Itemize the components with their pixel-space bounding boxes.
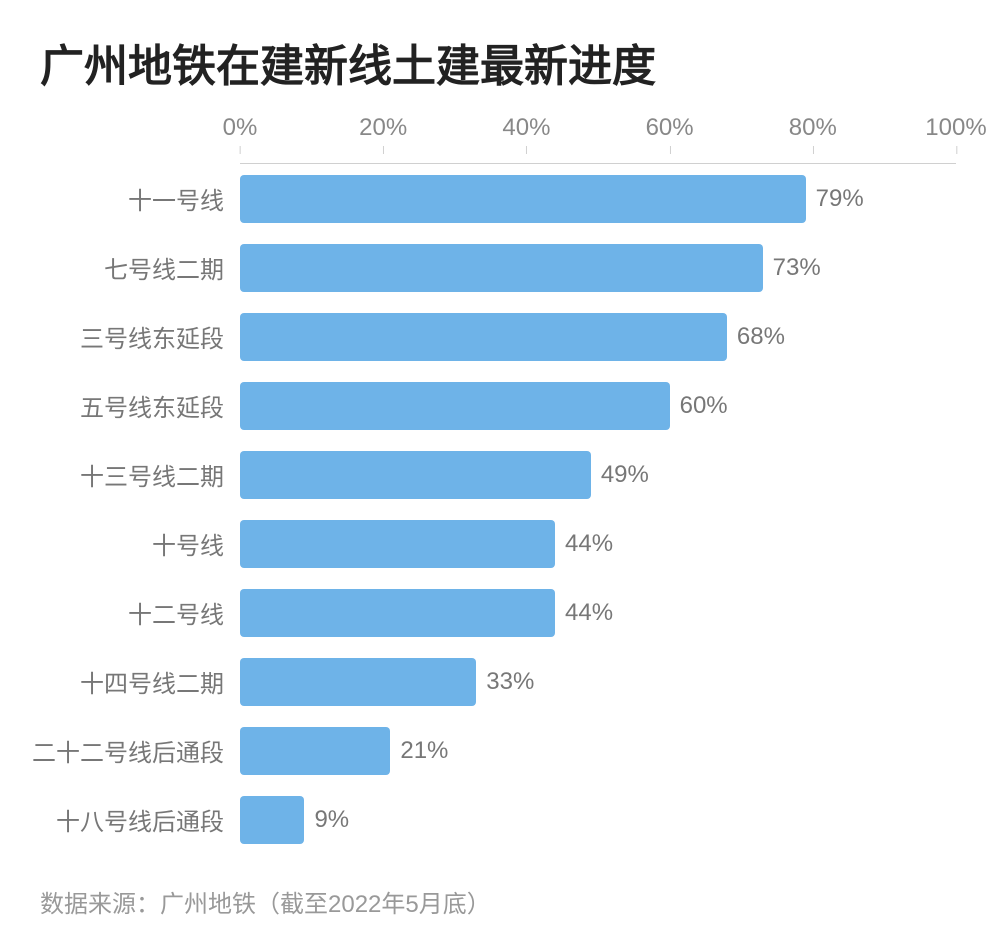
data-source: 数据来源：广州地铁（截至2022年5月底） — [30, 884, 956, 919]
bar — [240, 244, 763, 292]
bar-row: 33% — [240, 647, 956, 716]
x-tick-label: 60% — [646, 114, 694, 146]
bar-value-label: 44% — [565, 530, 613, 558]
bar-value-label: 33% — [486, 668, 534, 696]
y-axis-labels: 十一号线七号线二期三号线东延段五号线东延段十三号线二期十号线十二号线十四号线二期… — [30, 114, 240, 854]
bar-row: 44% — [240, 578, 956, 647]
bar-row: 68% — [240, 302, 956, 371]
bar-row: 49% — [240, 440, 956, 509]
category-label: 七号线二期 — [30, 233, 240, 302]
bar-value-label: 49% — [601, 461, 649, 489]
plot-area: 0%20%40%60%80%100% 79%73%68%60%49%44%44%… — [240, 114, 956, 854]
x-tick: 100% — [925, 114, 986, 146]
x-tick-label: 20% — [359, 114, 407, 146]
x-axis: 0%20%40%60%80%100% — [240, 114, 956, 164]
x-tick-mark — [956, 146, 957, 154]
category-label: 十二号线 — [30, 578, 240, 647]
bar — [240, 589, 555, 637]
category-label: 十号线 — [30, 509, 240, 578]
bar — [240, 658, 476, 706]
bar — [240, 175, 806, 223]
x-tick-label: 0% — [223, 114, 258, 146]
bar-value-label: 60% — [680, 392, 728, 420]
x-tick-label: 80% — [789, 114, 837, 146]
category-label: 十四号线二期 — [30, 647, 240, 716]
x-tick-mark — [240, 146, 241, 154]
bar-value-label: 79% — [816, 185, 864, 213]
chart-title: 广州地铁在建新线土建最新进度 — [30, 30, 956, 94]
bar-value-label: 21% — [400, 737, 448, 765]
x-tick-mark — [383, 146, 384, 154]
x-tick: 20% — [359, 114, 407, 146]
bar-row: 73% — [240, 233, 956, 302]
bar-value-label: 44% — [565, 599, 613, 627]
category-label: 十三号线二期 — [30, 440, 240, 509]
x-tick-label: 40% — [502, 114, 550, 146]
bar-row: 21% — [240, 716, 956, 785]
chart-area: 十一号线七号线二期三号线东延段五号线东延段十三号线二期十号线十二号线十四号线二期… — [30, 114, 956, 854]
category-label: 五号线东延段 — [30, 371, 240, 440]
category-label: 十一号线 — [30, 164, 240, 233]
bar-value-label: 73% — [773, 254, 821, 282]
bar-row: 9% — [240, 785, 956, 854]
bar — [240, 313, 727, 361]
bar-value-label: 68% — [737, 323, 785, 351]
bar — [240, 796, 304, 844]
bars-container: 79% 73% 68% 60% 49% 44% 44% 33% 21% 9% — [240, 164, 956, 854]
x-tick-mark — [670, 146, 671, 154]
category-label: 三号线东延段 — [30, 302, 240, 371]
x-tick-mark — [526, 146, 527, 154]
bar — [240, 727, 390, 775]
category-label: 十八号线后通段 — [30, 785, 240, 854]
bar — [240, 451, 591, 499]
x-tick: 80% — [789, 114, 837, 146]
bar-value-label: 9% — [314, 806, 349, 834]
x-tick: 40% — [502, 114, 550, 146]
bar-row: 60% — [240, 371, 956, 440]
x-tick-label: 100% — [925, 114, 986, 146]
x-tick: 60% — [646, 114, 694, 146]
bar-row: 44% — [240, 509, 956, 578]
x-tick: 0% — [223, 114, 258, 146]
bar — [240, 382, 670, 430]
bar-row: 79% — [240, 164, 956, 233]
bar — [240, 520, 555, 568]
x-tick-mark — [813, 146, 814, 154]
category-label: 二十二号线后通段 — [30, 716, 240, 785]
